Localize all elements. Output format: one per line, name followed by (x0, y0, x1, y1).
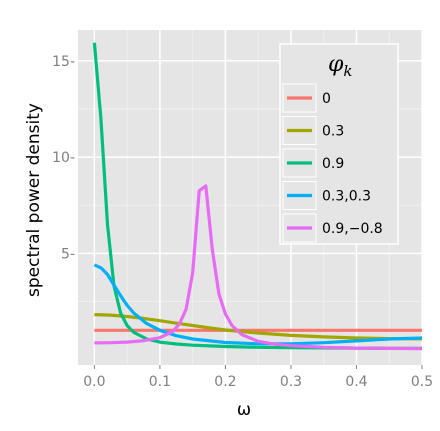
x-axis-title: ω (237, 400, 251, 420)
legend-label-1: 0.3 (322, 124, 344, 140)
y-axis-ticks: 5- 10- 15- (52, 54, 75, 263)
x-tick-label: 0.3 (280, 374, 302, 390)
legend-label-2: 0.9 (322, 156, 344, 172)
x-tick-label: 0.0 (83, 374, 105, 390)
legend-label-3: 0.3,0.3 (322, 189, 371, 205)
x-tick-label: 0.1 (149, 374, 171, 390)
x-axis-ticks: 0.0 0.1 0.2 0.3 0.4 0.5 (83, 365, 433, 390)
legend-label-4: 0.9,−0.8 (322, 221, 383, 237)
y-tick-label: 15- (52, 54, 75, 70)
legend-items: 0 0.3 0.9 0.3,0.3 0.9,−0.8 (282, 83, 383, 243)
x-tick-label: 0.5 (411, 374, 433, 390)
x-tick-label: 0.4 (345, 374, 367, 390)
y-axis-title: spectral power density (24, 103, 44, 297)
series-line-1 (94, 313, 423, 341)
series-line-4 (94, 184, 423, 351)
legend: φk 0 0.3 0.9 0.3,0.3 0.9,−0.8 (279, 43, 399, 245)
legend-title: φk (328, 52, 353, 80)
y-tick-label: 10- (52, 150, 75, 166)
legend-label-0: 0 (322, 91, 331, 107)
x-tick-label: 0.2 (214, 374, 236, 390)
legend-title-subscript: k (343, 62, 352, 80)
series-lines (92, 42, 423, 351)
legend-title-symbol: φ (328, 52, 344, 77)
y-tick-label: 5- (61, 246, 75, 262)
